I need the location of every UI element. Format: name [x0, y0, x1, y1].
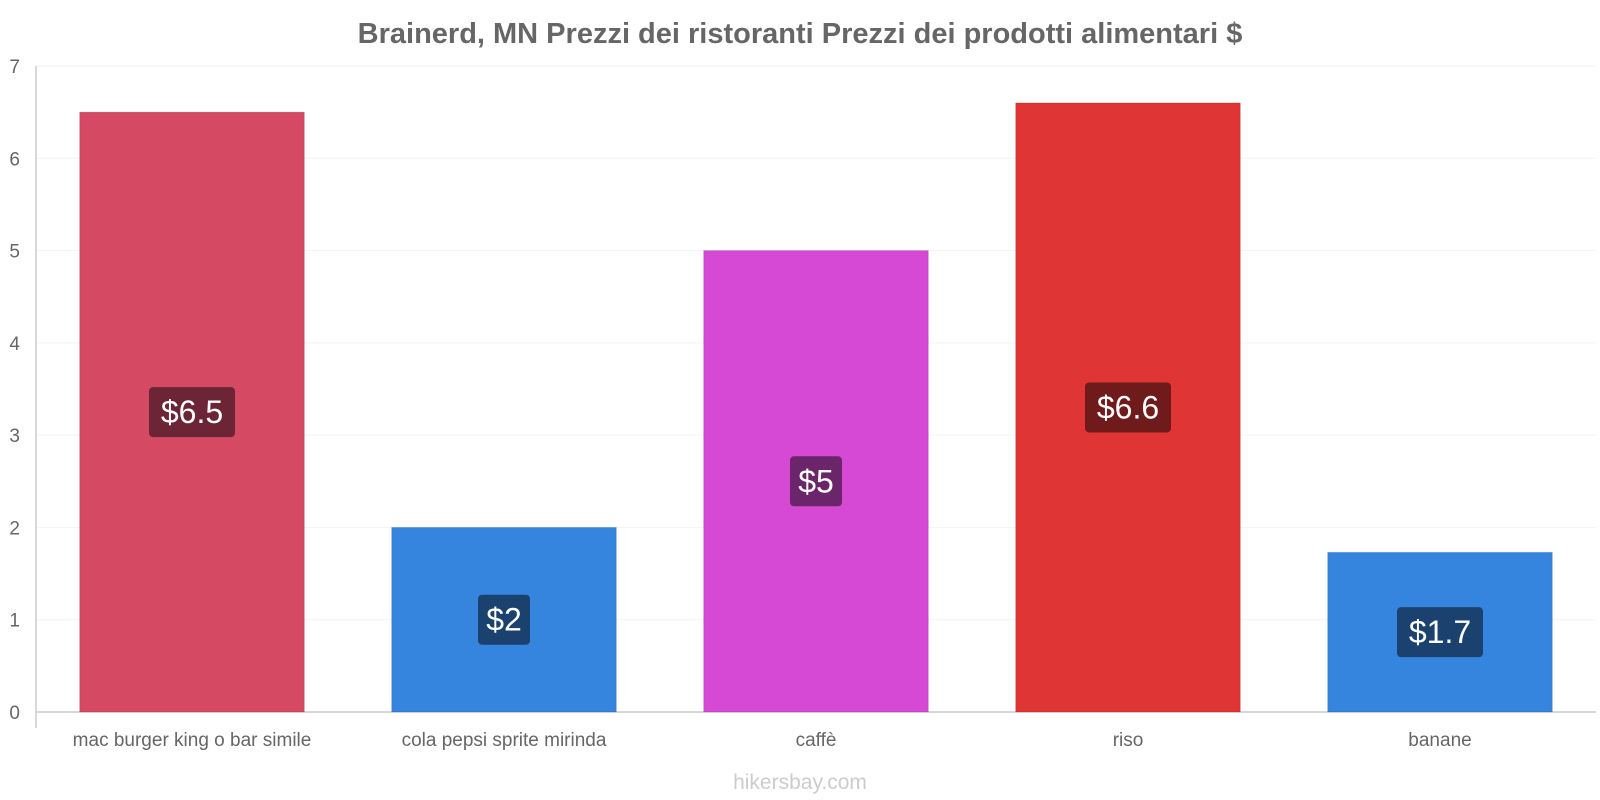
bars: [79, 102, 1553, 713]
y-tick-label: 2: [9, 518, 20, 539]
y-tick-label: 5: [9, 242, 20, 263]
x-category-label: caffè: [796, 730, 837, 751]
value-label: $2: [486, 602, 522, 638]
bar: [1327, 551, 1553, 713]
watermark: hikersbay.com: [733, 771, 867, 794]
y-tick-label: 3: [9, 426, 20, 447]
y-tick-label: 6: [9, 149, 20, 170]
value-label: $5: [798, 463, 834, 499]
x-category-label: banane: [1408, 730, 1471, 751]
y-tick-label: 4: [9, 334, 20, 355]
bar: [79, 111, 305, 713]
x-category-label: cola pepsi sprite mirinda: [402, 730, 607, 751]
y-tick-label: 7: [9, 57, 20, 78]
chart-title: Brainerd, MN Prezzi dei ristoranti Prezz…: [358, 18, 1243, 50]
y-tick-label: 1: [9, 611, 20, 632]
value-label: $1.7: [1409, 614, 1471, 650]
value-label-box: [1085, 382, 1171, 433]
value-label: $6.5: [161, 394, 223, 430]
x-category-label: riso: [1113, 730, 1144, 751]
y-tick-label: 0: [9, 703, 20, 724]
value-labels: $6.5 $2 $5 $6.6 $1.7: [149, 382, 1483, 658]
value-label-box: [1397, 607, 1483, 658]
y-axis-ticks: 0 1 2 3 4 5 6 7: [9, 57, 20, 724]
value-label: $6.6: [1097, 389, 1159, 425]
x-category-label: mac burger king o bar simile: [73, 730, 312, 751]
value-label-box: [790, 456, 842, 507]
x-axis-category-labels: mac burger king o bar simile cola pepsi s…: [73, 730, 1472, 751]
value-label-box: [478, 594, 530, 645]
value-label-box: [149, 387, 235, 438]
